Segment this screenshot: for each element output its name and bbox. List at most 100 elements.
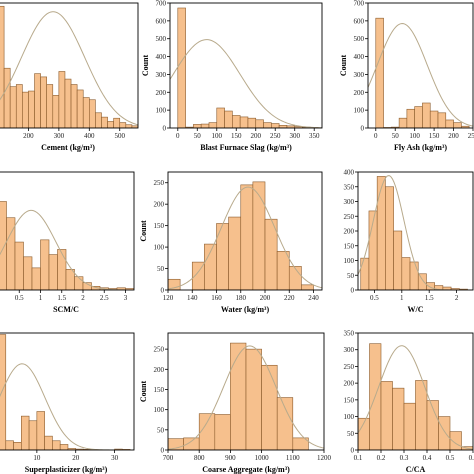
histogram-bar [14, 241, 24, 290]
axes-frame [0, 171, 135, 291]
plot-area [0, 5, 138, 128]
x-tick-label: 200 [23, 132, 34, 140]
y-tick-label: 50 [347, 272, 355, 280]
histogram-bar [31, 267, 41, 290]
histogram-bar [59, 444, 69, 450]
histogram-bar [107, 121, 114, 128]
normal-curve [170, 39, 322, 128]
histogram-bar [230, 342, 247, 450]
histogram-bar [261, 364, 278, 450]
histogram-bar [65, 269, 75, 290]
x-axis-label: Fly Ash (kg/m³) [394, 143, 447, 152]
y-tick-label: 50 [157, 265, 165, 273]
x-tick-label: 300 [54, 132, 65, 140]
axes-frame [167, 332, 325, 451]
y-tick-label: 300 [156, 71, 167, 79]
histogram-bar [9, 86, 17, 128]
panel-coarse-aggregate: 700 800 900 1000 1100 1200 0 50 100 150 200 250 Coar… [139, 332, 332, 474]
histogram-bar [301, 284, 314, 290]
histogram-bar [417, 273, 427, 290]
x-tick-label: 2.5 [100, 294, 109, 302]
x-tick-label: 200 [260, 294, 271, 302]
x-tick-label: 180 [236, 294, 247, 302]
axes-frame [167, 171, 323, 291]
histogram-bar [426, 282, 435, 290]
x-tick-label: 1200 [317, 454, 332, 462]
histogram-bar [46, 84, 54, 128]
normal-curve [0, 11, 138, 126]
x-tick-label: 500 [114, 132, 125, 140]
x-tick-label: 400 [84, 132, 95, 140]
histogram-bar [198, 413, 216, 450]
x-axis-label: Coarse Aggregate (kg/m³) [202, 465, 290, 474]
x-tick-label: 120 [163, 294, 174, 302]
y-tick-label: 0 [161, 287, 165, 295]
y-tick-label: 250 [154, 346, 165, 354]
plot-area [168, 342, 324, 450]
histogram-bar [125, 124, 133, 128]
x-axis-label: SCM/C [53, 305, 79, 314]
panel-c-ca: 0.1 0.2 0.3 0.4 0.5 0.6 0 50 100 150 200 250 300 350 C… [344, 330, 474, 474]
histogram-bar [15, 84, 23, 128]
y-tick-label: 400 [354, 53, 365, 61]
histogram-bar [288, 266, 302, 290]
x-tick-label: 700 [163, 454, 174, 462]
histogram-bar [5, 440, 14, 450]
x-tick-label: 0.1 [354, 454, 363, 462]
y-tick-label: 350 [344, 330, 355, 338]
histogram-bar [415, 380, 428, 450]
x-tick-label: 900 [225, 454, 236, 462]
histogram-bar [263, 122, 272, 128]
y-tick-label: 200 [344, 228, 355, 236]
y-tick-label: 100 [344, 413, 355, 421]
histogram-bar [52, 95, 60, 128]
y-tick-label: 700 [156, 0, 167, 8]
x-axis-label: Cement (kg/m³) [41, 143, 95, 152]
histogram-bar [23, 256, 33, 290]
x-axis-label: Blast Furnace Slag (kg/m³) [200, 143, 292, 152]
histogram-bar [224, 110, 233, 128]
histogram-bar [0, 334, 7, 450]
y-tick-label: 100 [154, 406, 165, 414]
x-tick-label: 0.5 [15, 294, 24, 302]
y-axis-label: Count [139, 220, 148, 242]
axes-frame [367, 2, 474, 129]
x-tick-label: 100 [212, 132, 223, 140]
x-tick-label: 220 [284, 294, 295, 302]
histogram-bar [438, 416, 451, 450]
histogram-bar [0, 201, 7, 290]
normal-curve [168, 345, 324, 450]
x-tick-label: 0.6 [469, 454, 474, 462]
y-tick-label: 200 [344, 380, 355, 388]
histogram-bar [48, 254, 58, 290]
x-axis-label: C/CA [406, 465, 426, 474]
histogram-bar [461, 125, 470, 128]
y-tick-label: 200 [156, 89, 167, 97]
histogram-bar [58, 71, 66, 128]
y-tick-label: 300 [344, 198, 355, 206]
histogram-bar [119, 122, 127, 128]
y-tick-label: 200 [354, 89, 365, 97]
normal-curve [0, 363, 134, 450]
plot-area [168, 181, 322, 290]
histogram-bar [401, 257, 411, 290]
histogram-bar [271, 123, 280, 128]
histogram-bar [40, 76, 47, 128]
x-tick-label: 1.5 [425, 294, 434, 302]
histogram-bar [101, 116, 108, 128]
histogram-bar [398, 117, 408, 128]
x-tick-label: 30 [111, 454, 119, 462]
histogram-bar [228, 216, 242, 290]
histogram-bar [200, 123, 210, 128]
x-tick-label: 1000 [255, 454, 270, 462]
histogram-bar [22, 91, 29, 128]
x-tick-label: 0.5 [370, 294, 379, 302]
histogram-bar [375, 17, 384, 128]
histogram-bar [409, 261, 419, 290]
x-tick-label: 250 [270, 132, 281, 140]
histogram-bar [95, 112, 102, 128]
histogram-bar [168, 278, 181, 290]
histogram-bar [449, 431, 462, 450]
y-tick-label: 700 [354, 0, 365, 8]
